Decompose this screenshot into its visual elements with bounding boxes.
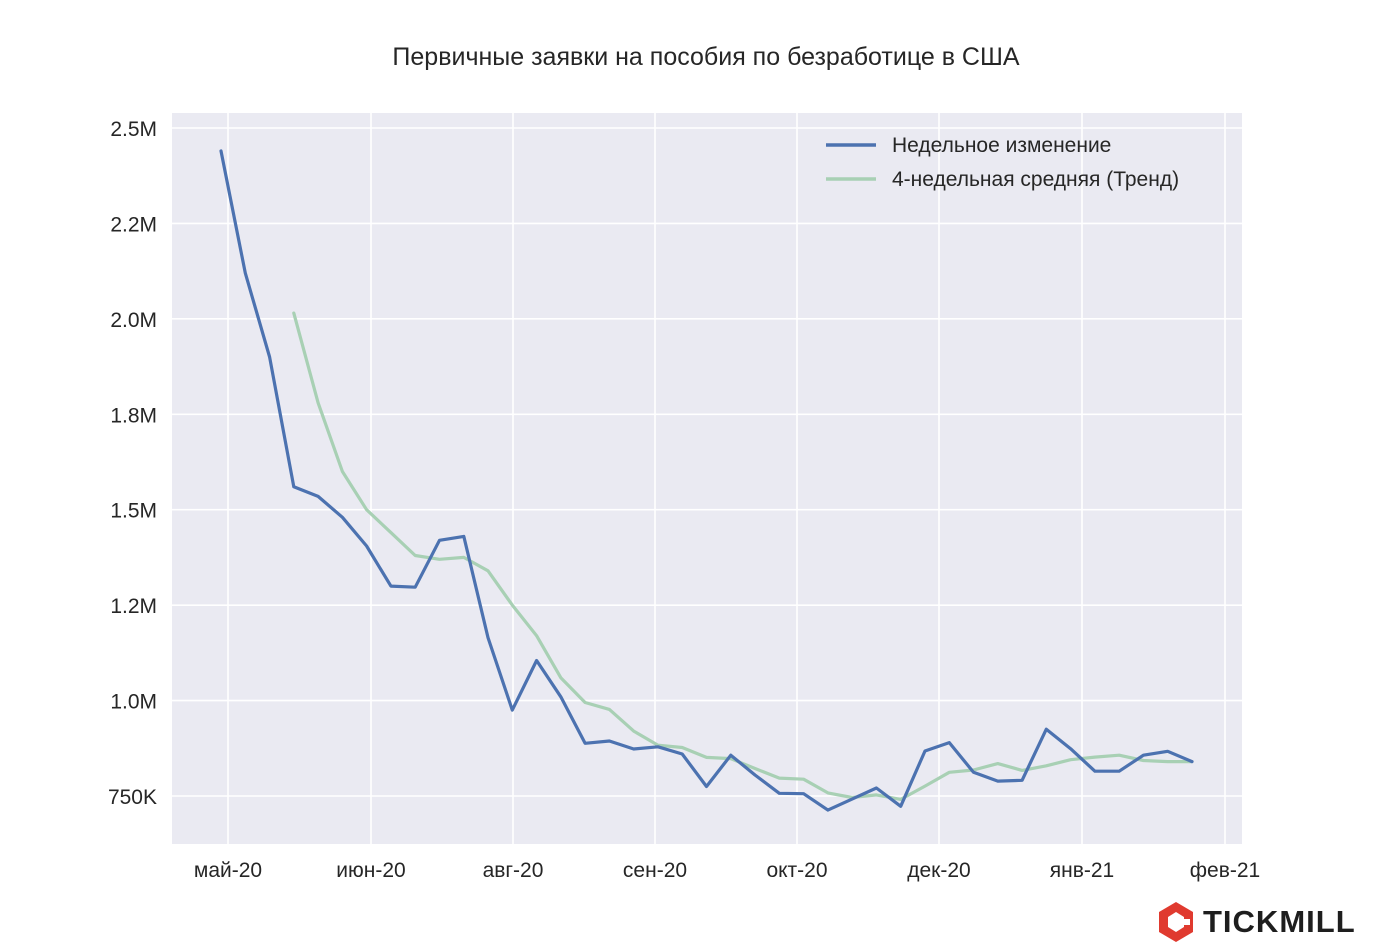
x-tick-label: авг-20 (483, 859, 544, 882)
series-line-weekly (219, 149, 1194, 812)
plot-area (172, 113, 1242, 844)
y-tick-labels: 750K 1.0M 1.2M 1.5M 1.8M 2.0M 2.2M 2.5M (108, 118, 157, 809)
x-tick-label: май-20 (194, 859, 262, 882)
x-tick-label: окт-20 (766, 859, 827, 882)
tickmill-logo: TICKMILL (1157, 900, 1356, 944)
x-gridlines (227, 113, 1226, 844)
y-tick-label: 2.0M (110, 309, 157, 332)
y-tick-label: 2.2M (110, 213, 157, 236)
tickmill-hexagon-icon (1159, 902, 1193, 942)
y-tick-label: 1.8M (110, 404, 157, 427)
x-tick-label: янв-21 (1050, 859, 1114, 882)
legend: Недельное изменение 4-недельная средняя … (826, 134, 1179, 191)
series-lines (219, 149, 1194, 812)
y-tick-label: 2.5M (110, 118, 157, 141)
x-tick-label: фев-21 (1190, 859, 1260, 882)
y-tick-label: 1.0M (110, 691, 157, 714)
x-tick-label: сен-20 (623, 859, 687, 882)
x-tick-label: дек-20 (907, 859, 970, 882)
logo-text: TICKMILL (1203, 904, 1356, 939)
x-tick-label: июн-20 (336, 859, 405, 882)
chart-title: Первичные заявки на пособия по безработи… (392, 43, 1019, 71)
legend-label-weekly: Недельное изменение (892, 134, 1111, 157)
x-tick-labels: май-20 июн-20 авг-20 сен-20 окт-20 дек-20 янв-… (194, 859, 1260, 882)
y-tick-label: 750K (108, 786, 157, 809)
y-tick-label: 1.2M (110, 595, 157, 618)
y-tick-label: 1.5M (110, 500, 157, 523)
y-gridlines (172, 127, 1242, 797)
legend-label-trend: 4-недельная средняя (Тренд) (892, 168, 1179, 191)
